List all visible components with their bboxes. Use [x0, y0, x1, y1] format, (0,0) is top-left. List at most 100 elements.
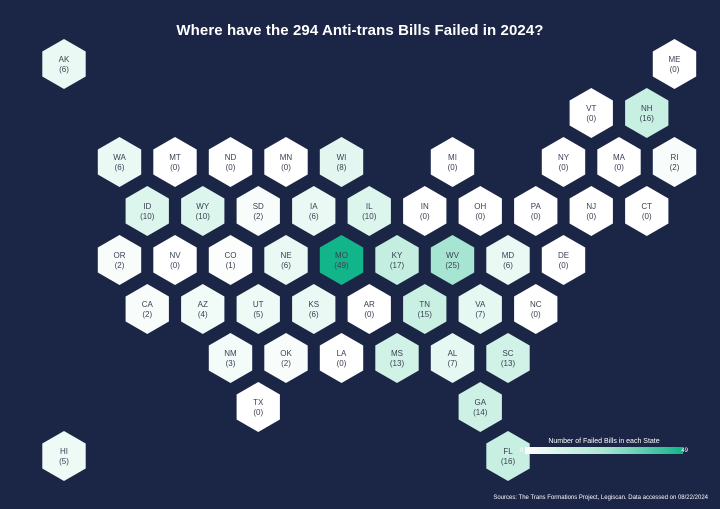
state-tile-or: OR(2) — [97, 235, 142, 285]
state-abbr-label: ID — [143, 202, 151, 211]
state-value-label: (6) — [309, 212, 319, 221]
state-abbr-label: MS — [391, 349, 403, 358]
state-tile-ny: NY(0) — [541, 137, 586, 187]
state-hex — [181, 186, 225, 236]
state-value-label: (0) — [614, 163, 624, 172]
state-abbr-label: NC — [530, 300, 542, 309]
state-tile-in: IN(0) — [403, 186, 447, 236]
state-tile-nc: NC(0) — [514, 284, 558, 334]
state-abbr-label: GA — [474, 398, 486, 407]
state-hex — [347, 186, 391, 236]
state-tile-ak: AK(6) — [42, 39, 86, 89]
state-hex — [514, 186, 558, 236]
state-tile-tn: TN(15) — [403, 284, 447, 334]
state-tile-nj: NJ(0) — [569, 186, 613, 236]
state-value-label: (6) — [503, 261, 513, 270]
state-tile-me: ME(0) — [652, 39, 697, 89]
state-value-label: (0) — [559, 261, 569, 270]
state-value-label: (0) — [586, 212, 596, 221]
state-value-label: (0) — [559, 163, 569, 172]
state-abbr-label: NY — [558, 153, 570, 162]
state-hex — [486, 333, 530, 383]
state-tile-la: LA(0) — [319, 333, 364, 383]
state-abbr-label: FL — [503, 447, 513, 456]
state-abbr-label: WI — [337, 153, 347, 162]
state-tile-wy: WY(10) — [181, 186, 225, 236]
state-hex — [153, 137, 197, 187]
state-hex — [236, 284, 280, 334]
state-tile-mo: MO(49) — [319, 235, 364, 285]
state-hex — [625, 88, 669, 138]
state-tile-wi: WI(8) — [319, 137, 364, 187]
chart-title: Where have the 294 Anti-trans Bills Fail… — [176, 22, 544, 39]
state-tile-mi: MI(0) — [430, 137, 475, 187]
state-abbr-label: SD — [253, 202, 264, 211]
state-abbr-label: MI — [448, 153, 457, 162]
state-abbr-label: RI — [671, 153, 679, 162]
state-value-label: (0) — [475, 212, 485, 221]
state-abbr-label: VA — [475, 300, 486, 309]
state-tile-ne: NE(6) — [264, 235, 308, 285]
state-value-label: (0) — [531, 310, 541, 319]
state-hex — [458, 382, 502, 432]
state-abbr-label: WV — [446, 251, 460, 260]
state-hex — [42, 431, 86, 481]
state-hex — [208, 333, 253, 383]
state-abbr-label: NE — [280, 251, 291, 260]
state-value-label: (7) — [448, 359, 458, 368]
legend-min-label: 0 — [520, 448, 524, 454]
state-hex — [486, 235, 530, 285]
state-value-label: (4) — [198, 310, 208, 319]
state-hex — [236, 186, 280, 236]
state-abbr-label: AZ — [198, 300, 208, 309]
state-value-label: (13) — [501, 359, 516, 368]
state-value-label: (6) — [309, 310, 319, 319]
state-hex — [292, 284, 336, 334]
state-hex — [181, 284, 225, 334]
state-hex — [458, 186, 502, 236]
state-abbr-label: LA — [337, 349, 347, 358]
state-tile-ut: UT(5) — [236, 284, 280, 334]
state-tile-pa: PA(0) — [514, 186, 558, 236]
state-abbr-label: IA — [310, 202, 318, 211]
state-value-label: (0) — [531, 212, 541, 221]
state-tile-vt: VT(0) — [569, 88, 613, 138]
legend-gradient-bar — [525, 447, 683, 454]
state-tile-mt: MT(0) — [153, 137, 197, 187]
legend-title: Number of Failed Bills in each State — [548, 438, 660, 445]
state-value-label: (0) — [364, 310, 374, 319]
state-abbr-label: IL — [366, 202, 373, 211]
state-hex — [541, 137, 586, 187]
state-hex — [319, 235, 364, 285]
state-abbr-label: HI — [60, 447, 68, 456]
state-hex — [652, 137, 697, 187]
state-value-label: (0) — [170, 163, 180, 172]
state-value-label: (2) — [253, 212, 263, 221]
state-tile-co: CO(1) — [208, 235, 253, 285]
state-value-label: (0) — [226, 163, 236, 172]
state-value-label: (16) — [640, 114, 655, 123]
state-abbr-label: NM — [224, 349, 237, 358]
state-value-label: (6) — [59, 65, 69, 74]
state-hex — [97, 235, 142, 285]
state-hex — [319, 137, 364, 187]
state-hex — [97, 137, 142, 187]
state-value-label: (13) — [390, 359, 405, 368]
state-value-label: (2) — [115, 261, 125, 270]
state-abbr-label: AL — [448, 349, 458, 358]
state-hex — [541, 235, 586, 285]
legend: Number of Failed Bills in each State 0 4… — [520, 438, 688, 454]
state-value-label: (0) — [448, 163, 458, 172]
state-hex — [347, 284, 391, 334]
state-abbr-label: NV — [169, 251, 181, 260]
state-hex — [375, 333, 419, 383]
state-hex — [292, 186, 336, 236]
state-abbr-label: PA — [531, 202, 542, 211]
state-value-label: (1) — [226, 261, 236, 270]
state-hex — [569, 186, 613, 236]
state-value-label: (49) — [334, 261, 349, 270]
state-tile-nv: NV(0) — [153, 235, 197, 285]
state-abbr-label: KS — [308, 300, 319, 309]
state-tile-md: MD(6) — [486, 235, 530, 285]
